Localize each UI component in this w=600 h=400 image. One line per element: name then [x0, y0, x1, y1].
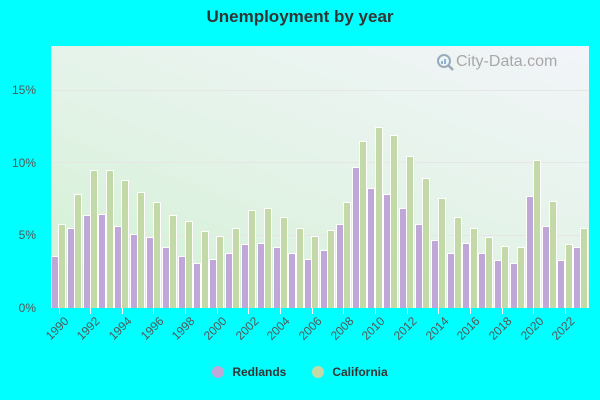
legend-swatch-redlands — [212, 366, 225, 378]
x-tick-mark — [564, 308, 566, 314]
x-tick-label: 2010 — [359, 314, 388, 343]
bar-california-2016[interactable] — [469, 228, 478, 308]
bar-california-2001[interactable] — [232, 228, 241, 308]
legend-label-california: California — [332, 365, 388, 379]
bar-california-1998[interactable] — [184, 221, 193, 308]
x-tick-label: 1998 — [169, 314, 198, 343]
legend-item-redlands[interactable]: Redlands — [212, 365, 286, 379]
x-tick-label: 1996 — [137, 314, 167, 343]
x-tick-mark — [153, 308, 155, 314]
bar-california-1991[interactable] — [74, 193, 83, 308]
x-tick-mark — [501, 308, 503, 314]
bar-california-2019[interactable] — [517, 247, 526, 308]
y-tick-label: 15% — [11, 82, 36, 97]
x-tick-label: 2006 — [295, 314, 325, 343]
x-tick-label: 2020 — [517, 314, 547, 343]
legend: Redlands California — [0, 365, 600, 379]
x-tick-mark — [438, 308, 440, 314]
bar-california-1990[interactable] — [58, 224, 67, 308]
bar-california-2018[interactable] — [501, 245, 510, 308]
x-tick-mark — [216, 308, 218, 314]
x-tick-mark — [280, 308, 282, 314]
bar-california-2011[interactable] — [390, 135, 399, 308]
gridline-5 — [51, 235, 589, 236]
x-tick-label: 2012 — [390, 314, 420, 343]
bar-california-1997[interactable] — [168, 215, 177, 308]
x-tick-mark — [58, 308, 60, 314]
bar-california-2006[interactable] — [311, 235, 320, 308]
x-tick-label: 2018 — [485, 314, 515, 343]
x-tick-label: 2004 — [264, 314, 293, 343]
x-tick-mark — [533, 308, 535, 314]
chart-title: Unemployment by year — [206, 7, 394, 26]
x-tick-mark — [406, 308, 408, 314]
x-tick-mark — [311, 308, 313, 314]
bar-california-2000[interactable] — [216, 235, 225, 308]
y-tick-label: 0% — [18, 301, 36, 315]
bar-california-2004[interactable] — [279, 216, 288, 308]
x-tick-label: 2002 — [232, 314, 262, 343]
bar-california-1995[interactable] — [137, 192, 146, 308]
bar-california-2003[interactable] — [263, 208, 272, 308]
bar-california-2014[interactable] — [437, 197, 446, 308]
x-tick-mark — [469, 308, 471, 314]
bar-california-1999[interactable] — [200, 231, 209, 308]
magnifier-chart-icon — [436, 53, 454, 71]
bar-california-2007[interactable] — [327, 229, 336, 308]
x-tick-label: 2000 — [200, 314, 230, 343]
x-tick-mark — [343, 308, 345, 314]
x-tick-mark — [248, 308, 250, 314]
y-tick-label: 5% — [18, 228, 36, 243]
watermark-text: City-Data.com — [456, 53, 558, 70]
bar-california-2009[interactable] — [358, 141, 367, 308]
bar-california-2022[interactable] — [564, 244, 573, 308]
legend-swatch-california — [312, 366, 325, 378]
bar-california-1994[interactable] — [121, 180, 130, 308]
x-tick-mark — [90, 308, 92, 314]
bar-california-2021[interactable] — [548, 200, 557, 308]
bar-california-2005[interactable] — [295, 228, 304, 308]
x-tick-label: 2008 — [327, 314, 357, 343]
bar-california-1996[interactable] — [153, 202, 162, 308]
legend-item-california[interactable]: California — [312, 365, 388, 379]
bar-california-2010[interactable] — [374, 126, 383, 308]
bar-california-2002[interactable] — [248, 209, 257, 308]
y-tick-label: 10% — [11, 155, 36, 170]
x-tick-mark — [121, 308, 123, 314]
bar-california-2017[interactable] — [485, 237, 494, 308]
x-tick-label: 2016 — [454, 314, 483, 343]
bar-california-2008[interactable] — [343, 202, 352, 308]
x-tick-label: 1994 — [105, 314, 135, 343]
x-tick-label: 2022 — [548, 314, 578, 343]
bar-california-2013[interactable] — [422, 177, 431, 308]
x-tick-label: 2014 — [422, 314, 452, 343]
bar-california-1992[interactable] — [89, 170, 98, 308]
bar-california-2020[interactable] — [532, 160, 541, 308]
x-tick-label: 1990 — [42, 314, 72, 343]
plot-area — [51, 46, 589, 308]
legend-label-redlands: Redlands — [232, 365, 287, 379]
gridline-10 — [51, 162, 589, 163]
bar-california-2023[interactable] — [580, 228, 589, 308]
x-tick-mark — [374, 308, 376, 314]
gridline-15 — [51, 90, 589, 91]
watermark: City-Data.com — [436, 53, 557, 71]
bar-california-2015[interactable] — [453, 216, 462, 308]
x-tick-label: 1992 — [74, 314, 104, 343]
bar-california-2012[interactable] — [406, 155, 415, 308]
bar-california-1993[interactable] — [105, 170, 114, 308]
x-tick-mark — [185, 308, 187, 314]
